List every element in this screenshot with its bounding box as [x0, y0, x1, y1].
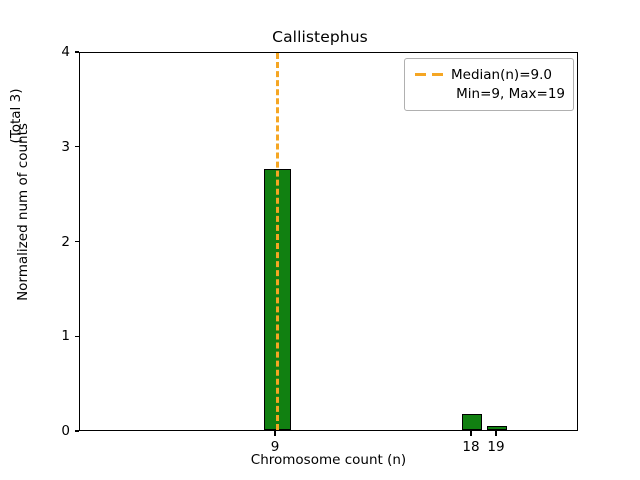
plot-inner [80, 53, 577, 430]
x-tick-mark [470, 431, 472, 436]
y-tick-mark [74, 335, 79, 337]
legend-entry-range: Min=9, Max=19 [413, 84, 565, 103]
y-tick-label: 2 [61, 233, 70, 250]
bar-18[interactable] [462, 414, 482, 430]
chart-legend: Median(n)=9.0 Min=9, Max=19 [404, 58, 574, 111]
dashed-line-icon [413, 65, 451, 84]
x-tick-label: 19 [487, 439, 505, 455]
x-tick-label: 18 [462, 439, 480, 455]
y-tick-mark [74, 240, 79, 243]
y-tick-label: 3 [61, 138, 70, 155]
y-tick-label: 4 [61, 44, 70, 60]
x-axis-label: Chromosome count (n) [250, 452, 407, 468]
y-tick-label: 1 [61, 328, 70, 345]
y-tick-mark [74, 51, 79, 53]
x-axis-ticks: 9 18 19 [79, 431, 578, 471]
x-tick-mark [274, 431, 276, 436]
x-tick-label: 9 [270, 439, 280, 455]
y-tick-label: 0 [61, 423, 70, 439]
plot-area [79, 52, 578, 431]
bar-19[interactable] [487, 426, 507, 430]
legend-label-range: Min=9, Max=19 [456, 85, 565, 102]
y-tick-mark [74, 430, 79, 432]
x-tick-mark [495, 431, 497, 436]
legend-label-median: Median(n)=9.0 [451, 66, 552, 83]
median-line [276, 53, 279, 430]
chart-title: Callistephus [272, 28, 368, 46]
y-axis-ticks: 0 1 2 3 4 [0, 44, 79, 439]
y-tick-mark [74, 146, 79, 148]
legend-entry-median: Median(n)=9.0 [413, 65, 565, 84]
